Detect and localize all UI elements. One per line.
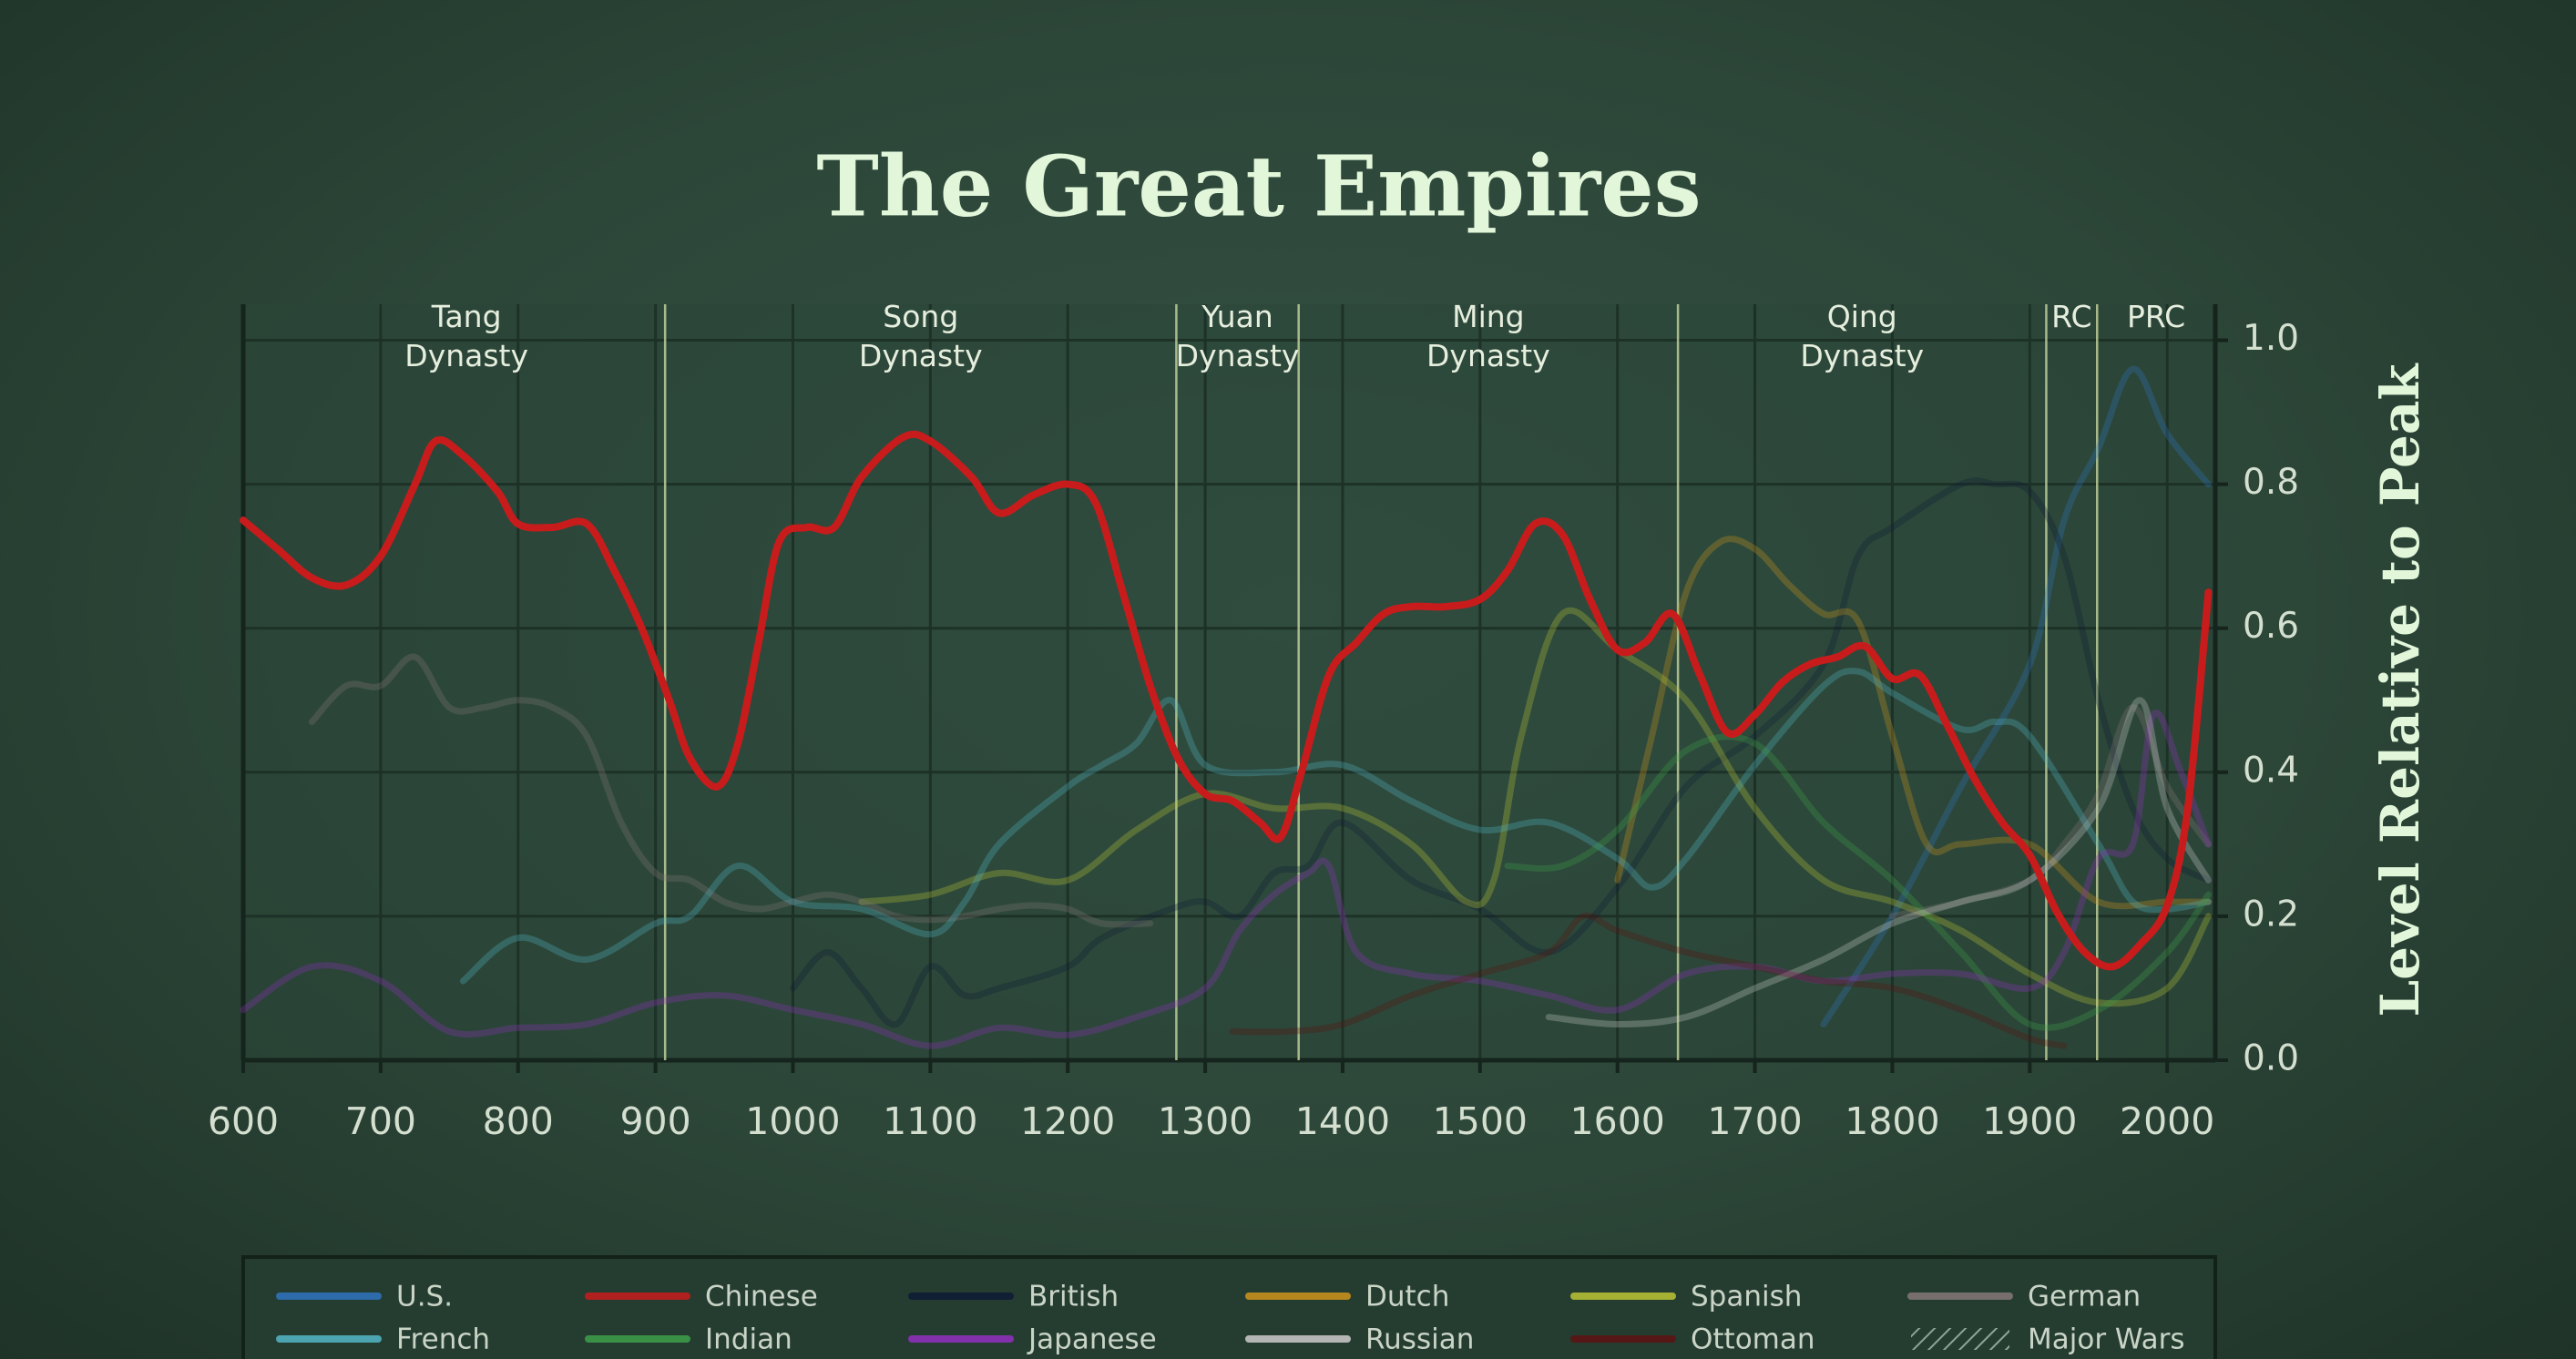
legend-label: Chinese [705,1281,818,1313]
x-tick-label: 700 [345,1099,416,1143]
x-tick-label: 2000 [2120,1099,2214,1143]
y-tick-label: 1.0 [2243,318,2299,359]
x-tick-label: 1700 [1707,1099,1802,1143]
series-line [1229,912,2068,1049]
x-tick-label: 1300 [1158,1099,1252,1143]
series-line [1504,733,2212,1031]
x-tick-label: 1500 [1433,1099,1528,1143]
era-label: Yuan Dynasty [1175,299,1300,373]
era-label: PRC [2127,299,2186,334]
legend-box [241,1255,2217,1359]
series-line [1614,536,2212,910]
legend-label: Major Wars [2028,1323,2184,1356]
legend-label: U.S. [396,1281,453,1313]
era-label: Qing Dynasty [1800,299,1925,373]
y-tick-label: 0.6 [2243,606,2299,647]
legend-swatch [1911,1328,2009,1350]
legend-label: Ottoman [1691,1323,1815,1356]
series-line [459,668,2212,985]
x-tick-label: 1600 [1570,1099,1665,1143]
x-tick-label: 1200 [1020,1099,1115,1143]
x-tick-label: 800 [483,1099,554,1143]
legend-label: British [1028,1281,1119,1313]
y-tick-label: 0.8 [2243,462,2299,503]
legend-label: Japanese [1027,1323,1157,1356]
era-label: Ming Dynasty [1426,299,1550,373]
legend-label: German [2028,1281,2141,1313]
legend-label: Spanish [1691,1281,1802,1313]
x-tick-label: 1100 [883,1099,977,1143]
chart-title: The Great Empires [816,138,1701,236]
series-line [1545,697,2212,1027]
x-tick-label: 600 [208,1099,279,1143]
series-line [240,710,2212,1049]
plot-area [243,304,2215,1060]
series-line [308,653,2212,928]
x-tick-label: 1000 [745,1099,840,1143]
legend-label: Indian [705,1323,792,1356]
era-label: Song Dynasty [858,299,983,373]
x-tick-label: 1900 [1982,1099,2077,1143]
y-tick-label: 0.2 [2243,894,2299,935]
highlight-line [240,430,2213,971]
y-tick-label: 0.0 [2243,1038,2299,1079]
legend-label: French [396,1323,490,1356]
y-axis-title: Level Relative to Peak [2369,363,2431,1017]
series-line [858,607,2212,1007]
series-line [1820,365,2212,1027]
series-line [789,477,2212,1028]
x-tick-label: 1400 [1295,1099,1390,1143]
legend-label: Dutch [1365,1281,1449,1313]
legend-label: Russian [1365,1323,1474,1356]
era-label: RC [2051,299,2092,334]
x-tick-label: 1800 [1845,1099,1939,1143]
era-label: Tang Dynasty [404,299,529,373]
y-tick-label: 0.4 [2243,750,2299,791]
x-tick-label: 900 [619,1099,690,1143]
